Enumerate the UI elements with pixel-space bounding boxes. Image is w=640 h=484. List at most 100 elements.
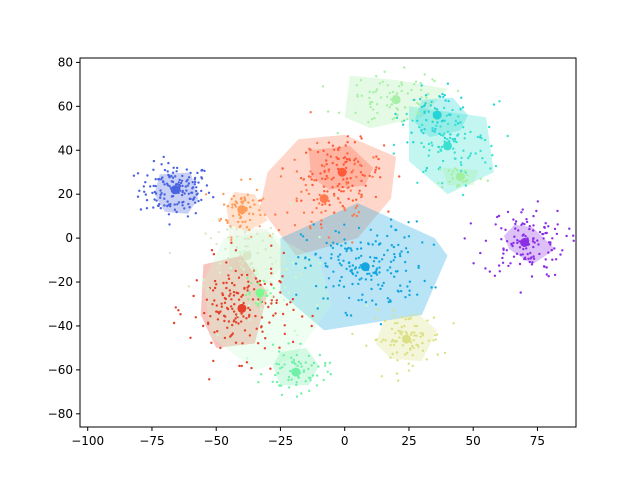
data-point <box>432 316 436 319</box>
data-point <box>396 108 400 112</box>
data-point <box>301 315 304 318</box>
data-point <box>460 163 463 167</box>
data-point <box>409 316 412 320</box>
data-point <box>425 96 428 99</box>
data-point <box>390 327 394 331</box>
data-point <box>210 249 214 252</box>
data-point <box>312 223 315 226</box>
data-point <box>280 278 284 281</box>
data-point <box>452 147 455 150</box>
data-point <box>226 228 229 231</box>
data-point <box>404 318 407 321</box>
data-point <box>234 269 237 273</box>
data-point <box>168 223 171 226</box>
data-point <box>361 173 364 177</box>
data-point <box>172 321 176 325</box>
data-point <box>479 177 482 180</box>
data-point <box>252 288 256 291</box>
data-point <box>240 320 243 323</box>
data-point <box>216 310 219 314</box>
data-point <box>327 168 331 171</box>
data-point <box>441 119 444 123</box>
x-tick-label: −75 <box>139 434 164 448</box>
data-point <box>492 103 496 106</box>
data-point <box>269 367 272 370</box>
data-point <box>256 304 260 307</box>
data-point <box>572 234 575 237</box>
data-point <box>464 184 468 187</box>
data-point <box>274 312 277 315</box>
data-point <box>169 203 172 206</box>
data-point <box>373 117 376 120</box>
data-point <box>244 245 247 248</box>
data-point <box>504 228 507 231</box>
data-point <box>370 278 373 281</box>
data-point <box>212 253 216 256</box>
data-point <box>331 144 335 147</box>
data-point <box>400 289 403 293</box>
data-point <box>443 132 446 135</box>
data-point <box>365 304 368 307</box>
data-point <box>371 175 374 178</box>
data-point <box>393 253 396 256</box>
data-point <box>187 285 191 288</box>
data-point <box>258 199 261 202</box>
data-point <box>193 183 196 186</box>
cluster-center-10 <box>401 334 411 344</box>
data-point <box>493 274 497 277</box>
data-point <box>240 364 243 368</box>
y-tick-label: 40 <box>58 143 73 157</box>
data-point <box>536 239 539 242</box>
data-point <box>142 185 145 188</box>
data-point <box>202 324 205 328</box>
data-point <box>277 363 281 366</box>
data-point <box>243 231 247 234</box>
data-point <box>506 210 510 214</box>
data-point <box>163 168 167 172</box>
data-point <box>554 258 558 261</box>
data-point <box>395 107 398 110</box>
data-point <box>415 334 418 337</box>
data-point <box>556 223 559 226</box>
data-point <box>235 246 239 249</box>
data-point <box>419 88 423 92</box>
data-point <box>459 108 462 111</box>
data-point <box>400 250 403 253</box>
data-point <box>352 213 356 216</box>
data-point <box>444 99 447 102</box>
data-point <box>400 120 404 123</box>
data-point <box>525 218 528 221</box>
data-point <box>379 96 383 99</box>
data-point <box>381 284 384 287</box>
data-point <box>230 298 233 301</box>
data-point <box>332 285 335 288</box>
data-point <box>223 319 226 323</box>
data-point <box>238 225 241 229</box>
data-point <box>502 252 505 255</box>
data-point <box>409 341 413 344</box>
data-point <box>443 136 447 140</box>
data-point <box>172 166 175 169</box>
data-point <box>305 238 308 242</box>
data-point <box>327 236 331 239</box>
data-point <box>246 193 249 196</box>
data-point <box>390 244 393 247</box>
data-point <box>329 373 332 376</box>
data-point <box>286 211 289 214</box>
data-point <box>200 189 203 193</box>
data-point <box>310 324 313 328</box>
data-point <box>295 197 298 200</box>
data-point <box>332 241 335 244</box>
data-point <box>248 292 251 296</box>
cluster-center-7 <box>455 172 465 182</box>
data-point <box>145 199 149 202</box>
data-point <box>544 222 547 225</box>
data-point <box>340 275 343 279</box>
data-point <box>394 339 398 343</box>
data-point <box>353 159 356 162</box>
data-point <box>243 197 247 201</box>
data-point <box>353 163 356 166</box>
data-point <box>318 235 321 239</box>
data-point <box>553 247 556 250</box>
